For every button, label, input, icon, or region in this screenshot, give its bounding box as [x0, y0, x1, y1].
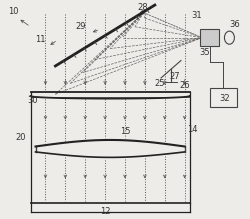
Text: 10: 10 [8, 7, 18, 16]
FancyBboxPatch shape [200, 29, 220, 46]
Text: 27: 27 [170, 72, 180, 81]
Text: 35: 35 [199, 48, 210, 57]
Text: 14: 14 [187, 125, 198, 134]
Text: 31: 31 [192, 11, 202, 20]
Text: 25: 25 [154, 79, 165, 88]
Text: 28: 28 [137, 3, 148, 12]
Text: 32: 32 [219, 94, 230, 103]
Text: 20: 20 [15, 133, 26, 142]
Text: 15: 15 [120, 127, 130, 136]
Ellipse shape [224, 31, 234, 44]
Text: 30: 30 [28, 96, 38, 105]
Text: 12: 12 [100, 207, 110, 216]
Text: 36: 36 [229, 20, 240, 29]
Text: 26: 26 [179, 81, 190, 90]
Text: 11: 11 [35, 35, 46, 44]
FancyBboxPatch shape [210, 88, 237, 107]
Text: 29: 29 [75, 22, 86, 31]
